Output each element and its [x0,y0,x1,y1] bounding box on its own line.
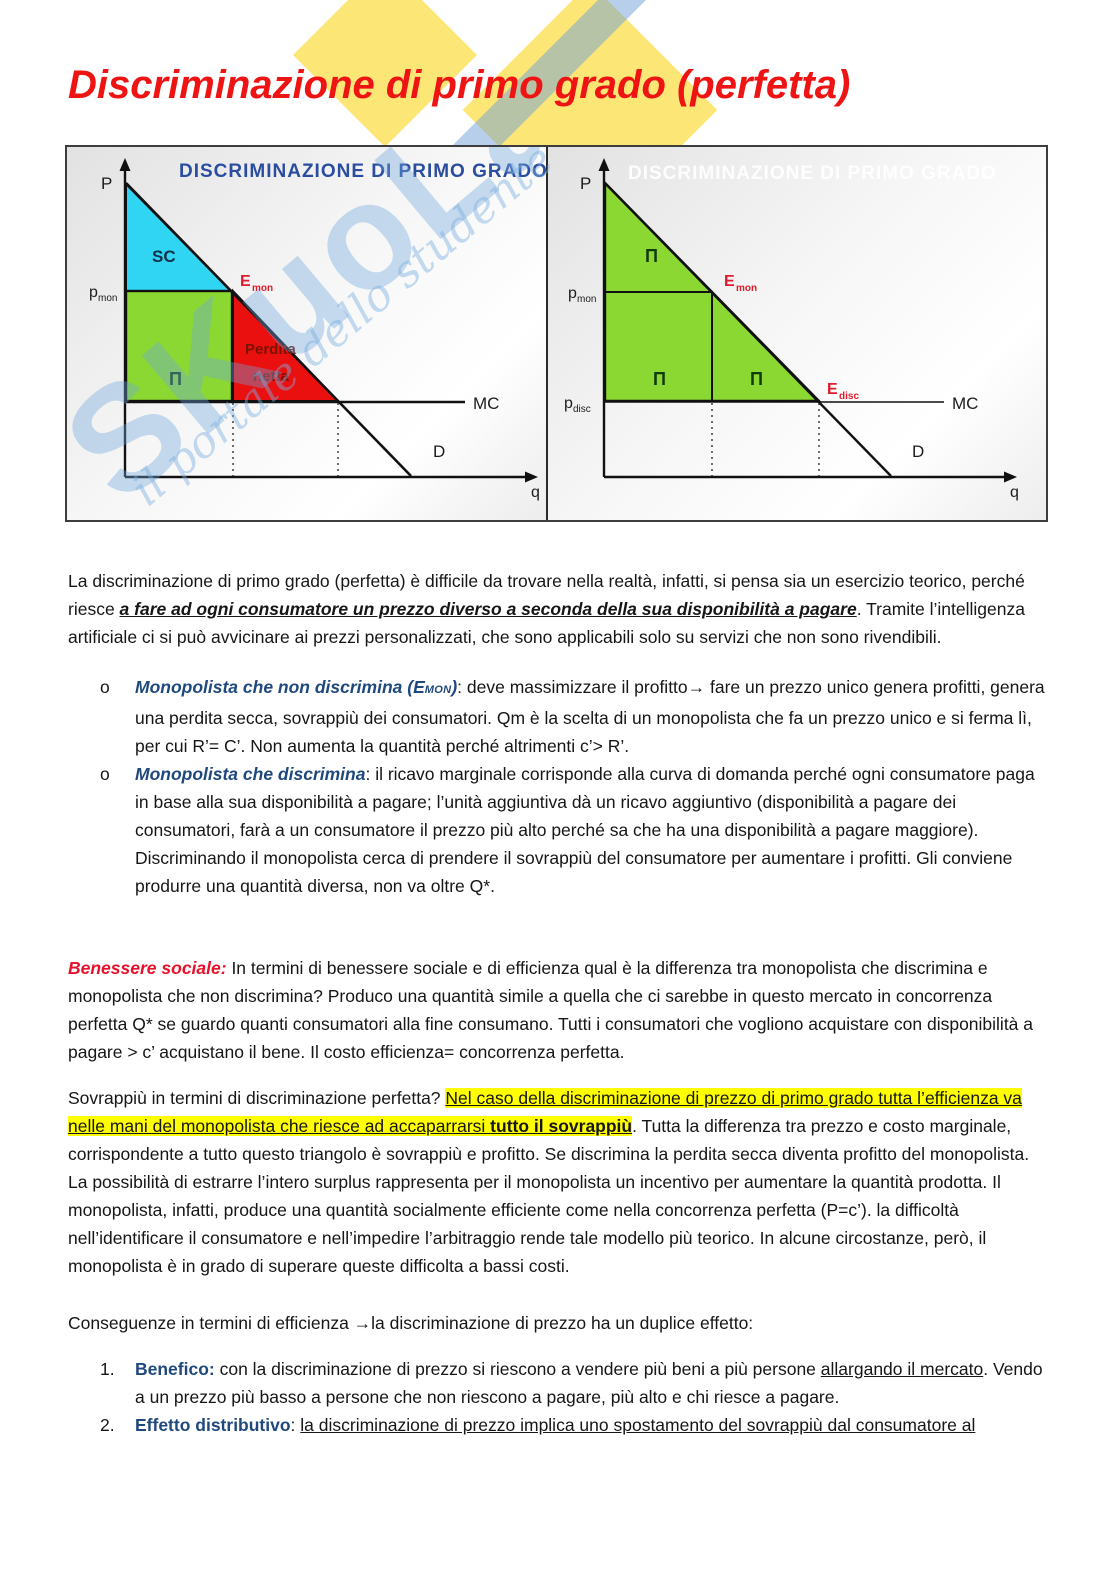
x-axis-arrow [1004,471,1017,483]
profit-right-label: Π [750,369,763,389]
conseguenze-paragraph: Conseguenze in termini di efficienza →la… [68,1313,754,1333]
profit-top-label: Π [645,246,658,266]
diagram-right-title: DISCRIMINAZIONE DI PRIMO GRADO [628,163,997,184]
intro-emphasis: a fare ad ogni consumatore un prezzo div… [119,599,857,619]
mc-label: MC [952,394,978,413]
numbered-item-content: Effetto distributivo: la discriminazione… [135,1411,1050,1439]
benefico-body-end: . Vendo a un prezzo più basso a persone … [135,1358,1043,1407]
benessere-body: In termini di benessere sociale e di eff… [68,958,1034,1062]
q-axis-label: q [1010,484,1019,501]
list-item-content: Monopolista che discrimina: il ricavo ma… [135,760,1050,900]
mc-label: MC [473,394,499,413]
effetto-heading: Effetto distributivo [135,1414,291,1435]
item1-heading-close: ) [451,677,458,697]
list-item-monopolista-discrimina: o Monopolista che discrimina: il ricavo … [100,760,1050,900]
diagram-right-svg: DISCRIMINAZIONE DI PRIMO GRADO [564,158,1019,501]
benefico-underline: allargando il mercato [820,1358,984,1379]
e-disc-subscript: disc [839,391,859,402]
effetto-underline: la discriminazione di prezzo implica uno… [300,1414,976,1435]
item1-heading: Monopolista che non discrimina (E [135,677,425,697]
page-title: Discriminazione di primo grado (perfetta… [68,63,851,107]
benefico-heading: Benefico: [135,1358,215,1379]
bullet-marker: o [100,677,110,697]
effetto-colon: : [290,1414,301,1435]
bullet-marker: o [100,764,110,784]
diagram-monopoly-perfect-discrimination: DISCRIMINAZIONE DI PRIMO GRADO [548,147,1046,520]
profit-left-label: Π [653,369,666,389]
list-item-monopolista-non-discrimina: o Monopolista che non discrimina (EMON):… [100,673,1050,760]
diagram-monopoly-no-discrimination: DISCRIMINAZIONE DI PRIMO GRADO [67,147,548,520]
benessere-sociale-paragraph: Benessere sociale: In termini di benesse… [68,954,1050,1066]
diagram-left-svg: DISCRIMINAZIONE DI PRIMO GRADO [89,158,546,501]
benessere-heading: Benessere sociale: [68,958,227,978]
intro-text-end: . Tramite l’intelligenza artificiale ci … [68,599,1025,647]
number-marker: 1. [100,1358,115,1379]
e-mon-label: E [724,273,735,290]
bullet-list: o Monopolista che non discrimina (EMON):… [100,673,1050,900]
numbered-item-content: Benefico: con la discriminazione di prez… [135,1355,1050,1411]
intro-text: La discriminazione di primo grado (perfe… [68,571,1025,619]
number-marker: 2. [100,1414,115,1435]
p-disc-subscript: disc [573,404,591,415]
sovrappiu-highlight-bold: tutto il sovrappiù [490,1116,633,1136]
e-mon-subscript: mon [252,283,273,294]
p-mon-subscript: mon [98,293,117,304]
numbered-item-benefico: 1. Benefico: con la discriminazione di p… [100,1355,1050,1411]
item1-body: : deve massimizzare il profitto→ fare un… [135,677,1045,756]
p-axis-label: P [580,174,591,193]
q-axis-label: q [531,484,540,501]
e-mon-label: E [240,273,251,290]
item2-heading: Monopolista che discrimina [135,764,366,784]
y-axis-arrow [119,158,131,171]
y-axis-arrow [598,158,610,171]
sovrappiu-paragraph: Sovrappiù in termini di discriminazione … [68,1084,1050,1280]
e-mon-subscript: mon [736,283,757,294]
body-column: La discriminazione di primo grado (perfe… [68,567,1050,1439]
sovrappiu-question: Sovrappiù in termini di discriminazione … [68,1088,446,1108]
benefico-body: con la discriminazione di prezzo si ries… [214,1358,821,1379]
numbered-list: 1. Benefico: con la discriminazione di p… [100,1355,1050,1439]
deadweight-label-line2: netta [253,368,289,385]
deadweight-label-line1: Perdita [245,341,297,358]
e-disc-label: E [827,381,838,398]
demand-label: D [912,442,924,461]
p-disc-label: p [564,395,573,412]
item1-heading-subscript: MON [424,684,452,696]
p-axis-label: P [101,174,112,193]
diagram-figure: SKuoLa.net il portale dello studente DIS… [65,145,1048,522]
p-mon-subscript: mon [577,294,596,305]
demand-curve [125,182,412,477]
demand-label: D [433,442,445,461]
list-item-content: Monopolista che non discrimina (EMON): d… [135,673,1050,760]
numbered-item-effetto-distributivo: 2. Effetto distributivo: la discriminazi… [100,1411,1050,1439]
intro-paragraph: La discriminazione di primo grado (perfe… [68,567,1050,651]
sovrappiu-body: . Tutta la differenza tra prezzo e costo… [68,1116,1030,1276]
p-mon-label: p [568,285,577,302]
x-axis-arrow [525,471,538,483]
profit-label: Π [169,369,182,389]
diagram-left-title: DISCRIMINAZIONE DI PRIMO GRADO [179,161,546,182]
p-mon-label: p [89,284,98,301]
item2-body: : il ricavo marginale corrisponde alla c… [135,764,1035,896]
surplus-label: SC [152,247,176,266]
